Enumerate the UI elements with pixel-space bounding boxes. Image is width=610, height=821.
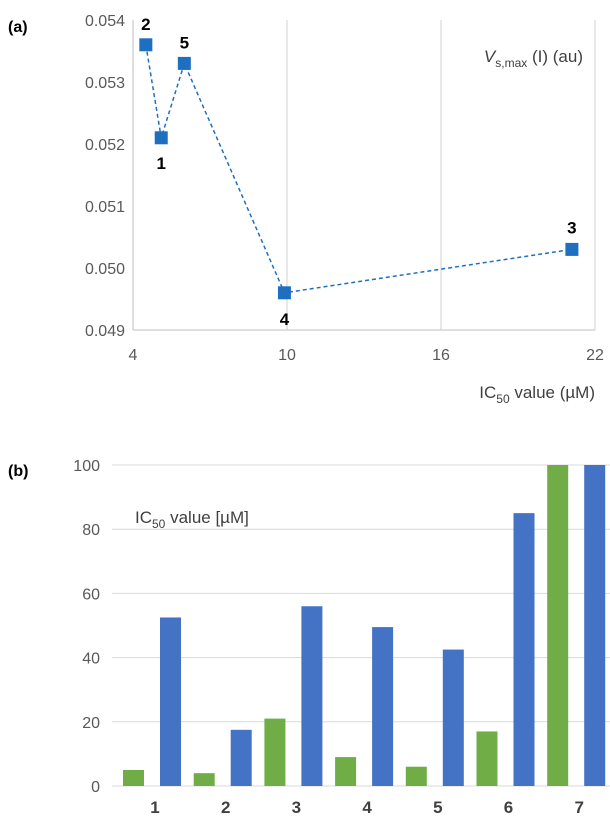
panel-b-bar-cat2-series1 — [193, 773, 215, 786]
panel-a-xlabel-sub: 50 — [496, 392, 510, 406]
panel-b-annotation-rest: value [µM] — [165, 508, 249, 527]
panel-b-category-label: 6 — [504, 798, 513, 817]
panel-a-point-2 — [139, 38, 153, 52]
panel-a-annotation-rest: (I) (au) — [527, 47, 583, 66]
panel-a-x-tick-label: 22 — [586, 347, 604, 364]
panel-a-annotation: Vs,max (I) (au) — [484, 47, 583, 70]
panel-b-category-label: 2 — [221, 798, 230, 817]
panel-a-y-tick-label: 0.051 — [85, 199, 125, 216]
panel-b-category-label: 7 — [574, 798, 583, 817]
panel-b-category-label: 1 — [150, 798, 159, 817]
panel-b-annotation-main: IC — [135, 508, 152, 527]
panel-b-bar-cat7-series2 — [584, 465, 606, 786]
panel-b-y-tick-label: 60 — [82, 586, 100, 603]
panel-b-bar-cat6-series1 — [476, 731, 498, 786]
panel-b-bar-cat4-series2 — [372, 627, 394, 786]
panel-b-tag: (b) — [8, 463, 28, 480]
panel-b-bar-cat5-series2 — [442, 649, 464, 786]
panel-a-y-tick-label: 0.052 — [85, 137, 125, 154]
panel-b-bar-cat1-series1 — [123, 769, 144, 786]
panel-a-grid — [286, 20, 596, 330]
panel-b-y-ticks: 0 20 40 60 80 100 — [73, 458, 100, 796]
panel-a-point-label: 3 — [567, 218, 576, 237]
panel-b-y-tick-label: 40 — [82, 651, 100, 668]
panel-b-category-label: 4 — [362, 798, 372, 817]
panel-a-series-line — [145, 44, 573, 294]
panel-b-category-label: 5 — [433, 798, 442, 817]
panel-b-category-labels: 1 2 3 4 5 6 7 — [150, 798, 584, 817]
panel-b-y-tick-label: 100 — [73, 458, 100, 475]
panel-b-bar-cat5-series1 — [405, 766, 427, 786]
panel-b-annotation: IC50 value [µM] — [135, 508, 249, 531]
panel-a-point-label: 4 — [280, 310, 290, 329]
panel-a-y-tick-label: 0.053 — [85, 75, 125, 92]
panel-b-y-tick-label: 20 — [82, 715, 100, 732]
panel-a-x-ticks: 4 10 16 22 — [129, 347, 604, 364]
panel-a-point-1 — [154, 131, 168, 145]
panel-b-bar-cat3-series1 — [264, 718, 286, 786]
panel-a-scatter-chart: (a) 0.049 0.050 0.051 0.052 0.053 0.054 4 10 16… — [8, 13, 604, 406]
panel-a-point-4 — [277, 286, 291, 300]
panel-a-x-tick-label: 16 — [432, 347, 450, 364]
panel-b-bar-cat1-series2 — [160, 617, 181, 786]
panel-a-point-label: 5 — [180, 33, 189, 52]
panel-a-axes — [132, 20, 595, 331]
panel-a-annotation-sub: s,max — [495, 56, 527, 70]
panel-b-bar-cat4-series1 — [335, 757, 357, 786]
panel-a-point-label: 1 — [156, 154, 165, 173]
panel-a-x-tick-label: 10 — [278, 347, 296, 364]
panel-a-point-labels: 2 1 5 4 3 — [141, 15, 577, 329]
panel-a-point-3 — [565, 242, 579, 256]
panel-b-bars — [123, 465, 606, 786]
panel-a-y-ticks: 0.049 0.050 0.051 0.052 0.053 0.054 — [85, 13, 125, 340]
panel-b-bar-cat7-series1 — [547, 465, 569, 786]
panel-a-point-label: 2 — [141, 15, 150, 34]
panel-a-xlabel-rest: value (µM) — [510, 383, 595, 402]
panel-a-y-tick-label: 0.050 — [85, 261, 125, 278]
panel-a-x-axis-label: IC50 value (µM) — [479, 383, 595, 406]
panel-a-x-tick-label: 4 — [129, 347, 138, 364]
panel-a-point-5 — [177, 56, 191, 70]
panel-b-y-tick-label: 80 — [82, 522, 100, 539]
panel-a-y-tick-label: 0.054 — [85, 13, 125, 30]
panel-a-annotation-main: V — [484, 47, 497, 66]
panel-b-bar-cat6-series2 — [513, 513, 535, 786]
panel-b-bar-chart: (b) 0 20 40 60 80 100 1 2 3 4 5 6 7 IC50 value [µM] — [8, 458, 610, 817]
panel-b-bar-cat3-series2 — [301, 606, 323, 786]
panel-a-tag: (a) — [8, 19, 28, 36]
panel-b-y-tick-label: 0 — [91, 779, 100, 796]
panel-b-category-label: 3 — [292, 798, 301, 817]
panel-b-bar-cat2-series2 — [230, 729, 252, 786]
panel-b-annotation-sub: 50 — [152, 517, 166, 531]
panel-a-xlabel-main: IC — [479, 383, 496, 402]
panel-a-points — [139, 38, 579, 300]
panel-a-y-tick-label: 0.049 — [85, 323, 125, 340]
